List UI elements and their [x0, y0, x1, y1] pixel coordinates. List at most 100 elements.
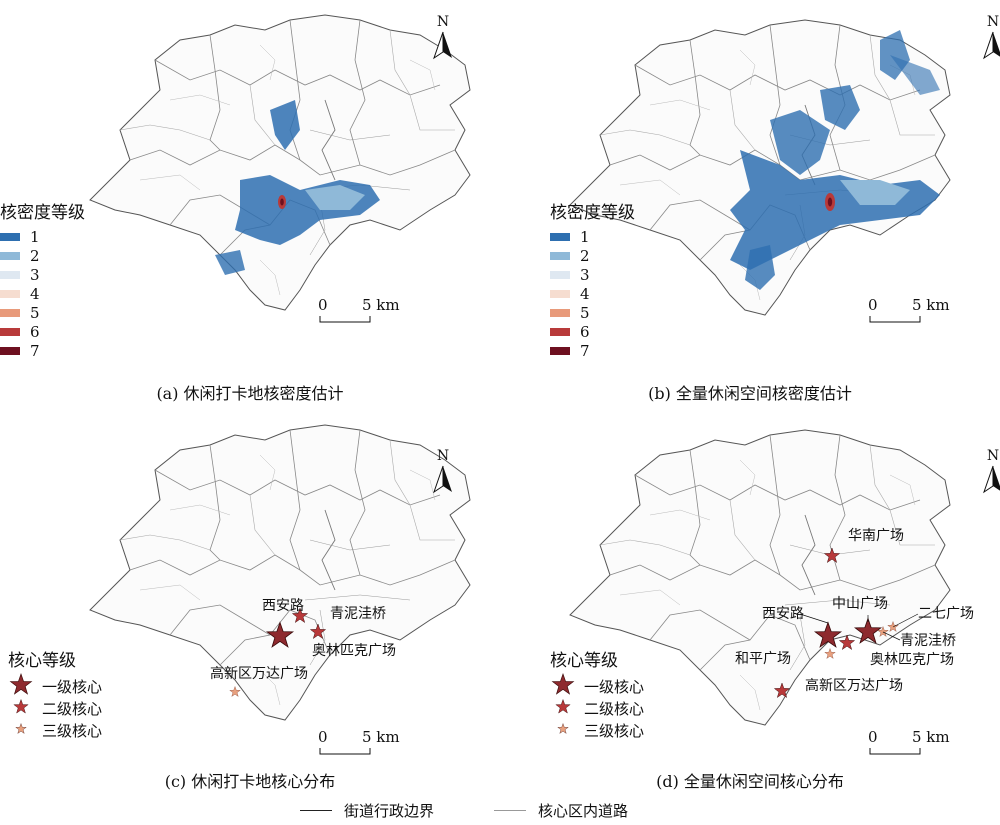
scale-zero: 0	[868, 296, 878, 314]
density-level-label: 7	[580, 341, 590, 360]
density-level-label: 5	[30, 303, 40, 322]
north-label: N	[986, 448, 1000, 464]
north-arrow-c: N	[428, 448, 458, 494]
core-label: 西安路	[262, 598, 304, 614]
north-arrow-b: N	[978, 14, 1000, 60]
scale-bar-a: 0 5 km	[318, 296, 428, 326]
scale-zero: 0	[318, 728, 328, 746]
core-map-d: 华南广场 中山广场 二七广场 西安路 青泥洼桥 和平广场 奥林匹克广场 高新区万…	[569, 429, 974, 726]
density-level-label: 5	[580, 303, 590, 322]
density-legend-item: 7	[0, 341, 85, 360]
density-level-label: 4	[30, 284, 40, 303]
core-legend-d: 核心等级 一级核心 二级核心三级核心	[550, 646, 644, 741]
density-swatch	[0, 251, 20, 260]
legend-roads: 核心区内道路	[494, 800, 628, 821]
density-legend-item: 4	[550, 284, 635, 303]
density-legend-item: 1	[550, 227, 635, 246]
density-legend-item: 3	[0, 265, 85, 284]
density-legend-item: 1	[0, 227, 85, 246]
legend-title: 核密度等级	[0, 203, 85, 223]
core-label: 奥林匹克广场	[870, 651, 954, 668]
core-label: 高新区万达广场	[805, 677, 903, 694]
north-arrow-a: N	[428, 14, 458, 60]
caption-c: (c) 休闲打卡地核心分布	[164, 772, 336, 791]
scale-five: 5 km	[912, 296, 950, 314]
roads-label: 核心区内道路	[538, 802, 629, 820]
density-level-label: 6	[30, 322, 40, 341]
density-swatch	[550, 289, 570, 298]
legend-boundary: 街道行政边界	[300, 800, 434, 821]
core-level-label: 三级核心	[584, 721, 645, 740]
core-label: 二七广场	[918, 606, 974, 622]
kde-map-a	[89, 14, 471, 311]
density-level-label: 6	[580, 322, 590, 341]
density-level-label: 1	[30, 227, 40, 246]
density-swatch	[550, 346, 570, 355]
density-hotspots-b	[730, 30, 940, 290]
scale-bar-d: 0 5 km	[868, 728, 978, 758]
caption-a: (a) 休闲打卡地核密度估计	[156, 384, 344, 403]
core-labels-d: 华南广场 中山广场 二七广场 西安路 青泥洼桥 和平广场 奥林匹克广场 高新区万…	[735, 528, 974, 694]
scale-five: 5 km	[912, 728, 950, 746]
scale-zero: 0	[868, 728, 878, 746]
density-swatch	[550, 270, 570, 279]
density-legend-item: 2	[0, 246, 85, 265]
scale-five: 5 km	[362, 296, 400, 314]
density-swatch	[550, 327, 570, 336]
north-label: N	[986, 14, 1000, 30]
legend-title: 核密度等级	[550, 203, 635, 223]
density-swatch	[0, 270, 20, 279]
north-label: N	[436, 448, 450, 464]
core-legend-item: 一级核心	[550, 673, 645, 697]
core-map-c: 西安路 青泥洼桥 奥林匹克广场 高新区万达广场	[89, 424, 471, 721]
scale-five: 5 km	[362, 728, 400, 746]
core-level-label: 一级核心	[584, 677, 645, 696]
core-label: 高新区万达广场	[210, 665, 308, 682]
scale-bar-b: 0 5 km	[868, 296, 978, 326]
legend-title: 核心等级	[550, 651, 618, 671]
star-icon	[8, 717, 34, 743]
core-level-label: 一级核心	[42, 677, 103, 696]
density-swatch	[550, 232, 570, 241]
core-level-label: 二级核心	[42, 699, 103, 718]
kde-map-b	[569, 19, 951, 316]
core-star-heping	[824, 648, 836, 659]
density-legend-item: 6	[0, 322, 85, 341]
density-swatch	[550, 251, 570, 260]
core-legend-item: 三级核心	[8, 719, 102, 741]
core-legend-item: 二级核心	[550, 697, 644, 719]
panel-d: 华南广场 中山广场 二七广场 西安路 青泥洼桥 和平广场 奥林匹克广场 高新区万…	[500, 410, 1000, 810]
core-star-wanda	[229, 686, 241, 697]
core-label: 中山广场	[832, 596, 888, 612]
core-labels-c: 西安路 青泥洼桥 奥林匹克广场 高新区万达广场	[210, 598, 396, 682]
core-label: 和平广场	[735, 651, 791, 667]
core-level-label: 三级核心	[42, 721, 103, 740]
core-label: 青泥洼桥	[330, 606, 386, 622]
density-swatch	[0, 327, 20, 336]
density-legend-item: 6	[550, 322, 635, 341]
density-legend-item: 7	[550, 341, 635, 360]
core-label: 西安路	[762, 606, 804, 622]
density-level-label: 7	[30, 341, 40, 360]
scale-zero: 0	[318, 296, 328, 314]
density-level-label: 1	[580, 227, 590, 246]
density-swatch	[0, 289, 20, 298]
density-level-label: 3	[580, 265, 590, 284]
panel-c: 西安路 青泥洼桥 奥林匹克广场 高新区万达广场 N 核心等级 一级核心二级核心三…	[0, 410, 500, 810]
caption-b: (b) 全量休闲空间核密度估计	[648, 384, 852, 403]
core-legend-item: 二级核心	[8, 697, 102, 719]
density-level-label: 3	[30, 265, 40, 284]
density-level-label: 2	[30, 246, 40, 265]
road-line-icon	[494, 810, 527, 811]
density-level-label: 4	[580, 284, 590, 303]
core-label: 奥林匹克广场	[312, 642, 396, 659]
caption-d: (d) 全量休闲空间核心分布	[656, 772, 844, 791]
legend-title: 核心等级	[8, 651, 76, 671]
density-level-label: 2	[580, 246, 590, 265]
leader-lines	[799, 613, 919, 641]
density-legend-item: 5	[550, 303, 635, 322]
core-legend-item: 三级核心	[550, 719, 644, 741]
